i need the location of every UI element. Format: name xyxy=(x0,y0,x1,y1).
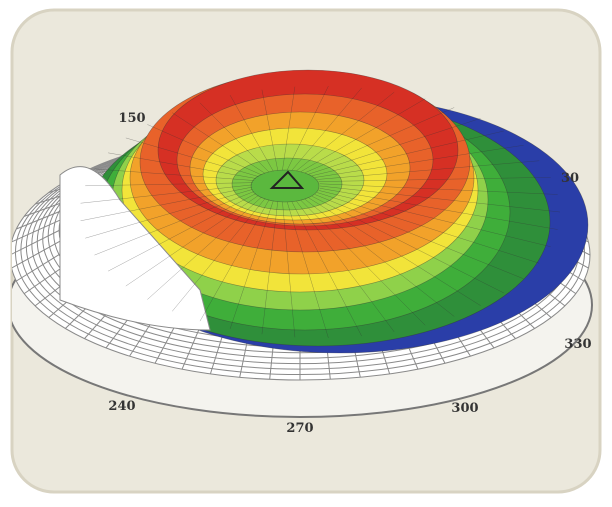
angle-label: 150 xyxy=(118,111,145,126)
page: 150 30 330 300 270 240 (() => { const da… xyxy=(0,0,612,503)
angle-label: 270 xyxy=(286,421,313,436)
picture: 150 30 330 300 270 240 xyxy=(0,0,612,503)
angle-label: 240 xyxy=(108,399,135,414)
angle-label: 30 xyxy=(561,171,579,186)
angle-label: 300 xyxy=(451,401,478,416)
angle-label: 330 xyxy=(564,337,591,352)
